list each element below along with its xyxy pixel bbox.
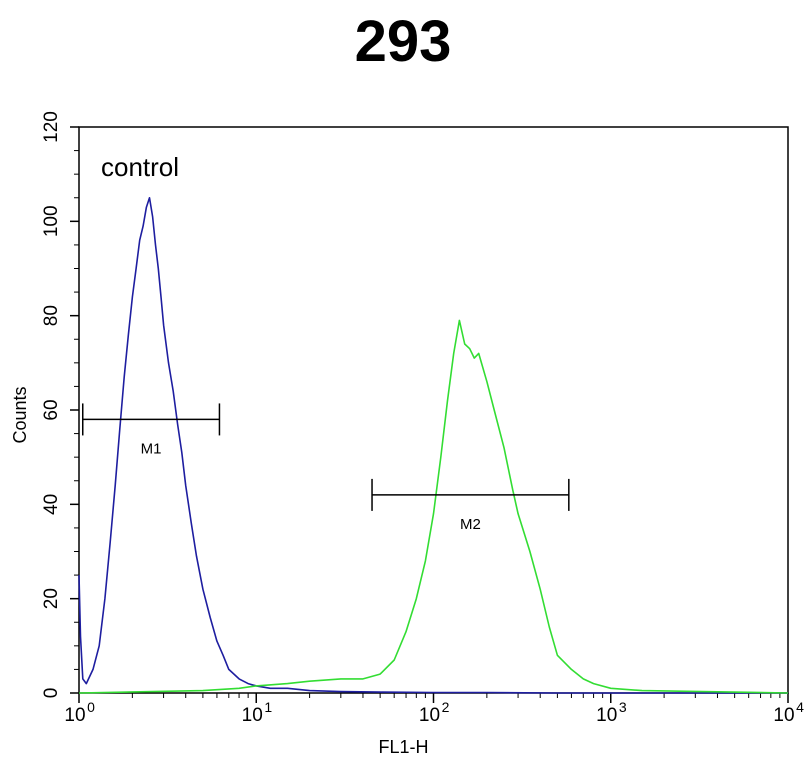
y-tick-label: 40 <box>41 494 62 515</box>
control-histogram-line <box>78 197 788 694</box>
y-tick-label: 20 <box>41 588 62 609</box>
x-tick-label: 10 <box>242 705 263 726</box>
x-tick-exponent: 3 <box>619 699 627 715</box>
y-tick-label: 100 <box>41 205 62 237</box>
x-tick-exponent: 2 <box>442 699 450 715</box>
x-axis-label: FL1-H <box>378 737 428 757</box>
chart-title: 293 <box>354 9 452 74</box>
y-axis-label: Counts <box>10 386 30 443</box>
x-tick-exponent: 0 <box>87 699 95 715</box>
y-tick-label: 80 <box>41 305 62 326</box>
y-tick-label: 0 <box>41 688 62 699</box>
x-tick-label: 10 <box>64 705 85 726</box>
x-tick-exponent: 4 <box>796 699 804 715</box>
sample-histogram-line <box>78 319 789 694</box>
gate-label: M2 <box>460 516 481 533</box>
x-tick-label: 10 <box>596 705 617 726</box>
x-tick-label: 10 <box>419 705 440 726</box>
plot-frame <box>78 126 789 694</box>
y-tick-label: 60 <box>41 399 62 420</box>
y-tick-label: 120 <box>41 111 62 143</box>
gate-label: M1 <box>141 440 162 457</box>
x-tick-exponent: 1 <box>264 699 272 715</box>
x-tick-label: 10 <box>773 705 794 726</box>
control-annotation: control <box>101 152 179 182</box>
